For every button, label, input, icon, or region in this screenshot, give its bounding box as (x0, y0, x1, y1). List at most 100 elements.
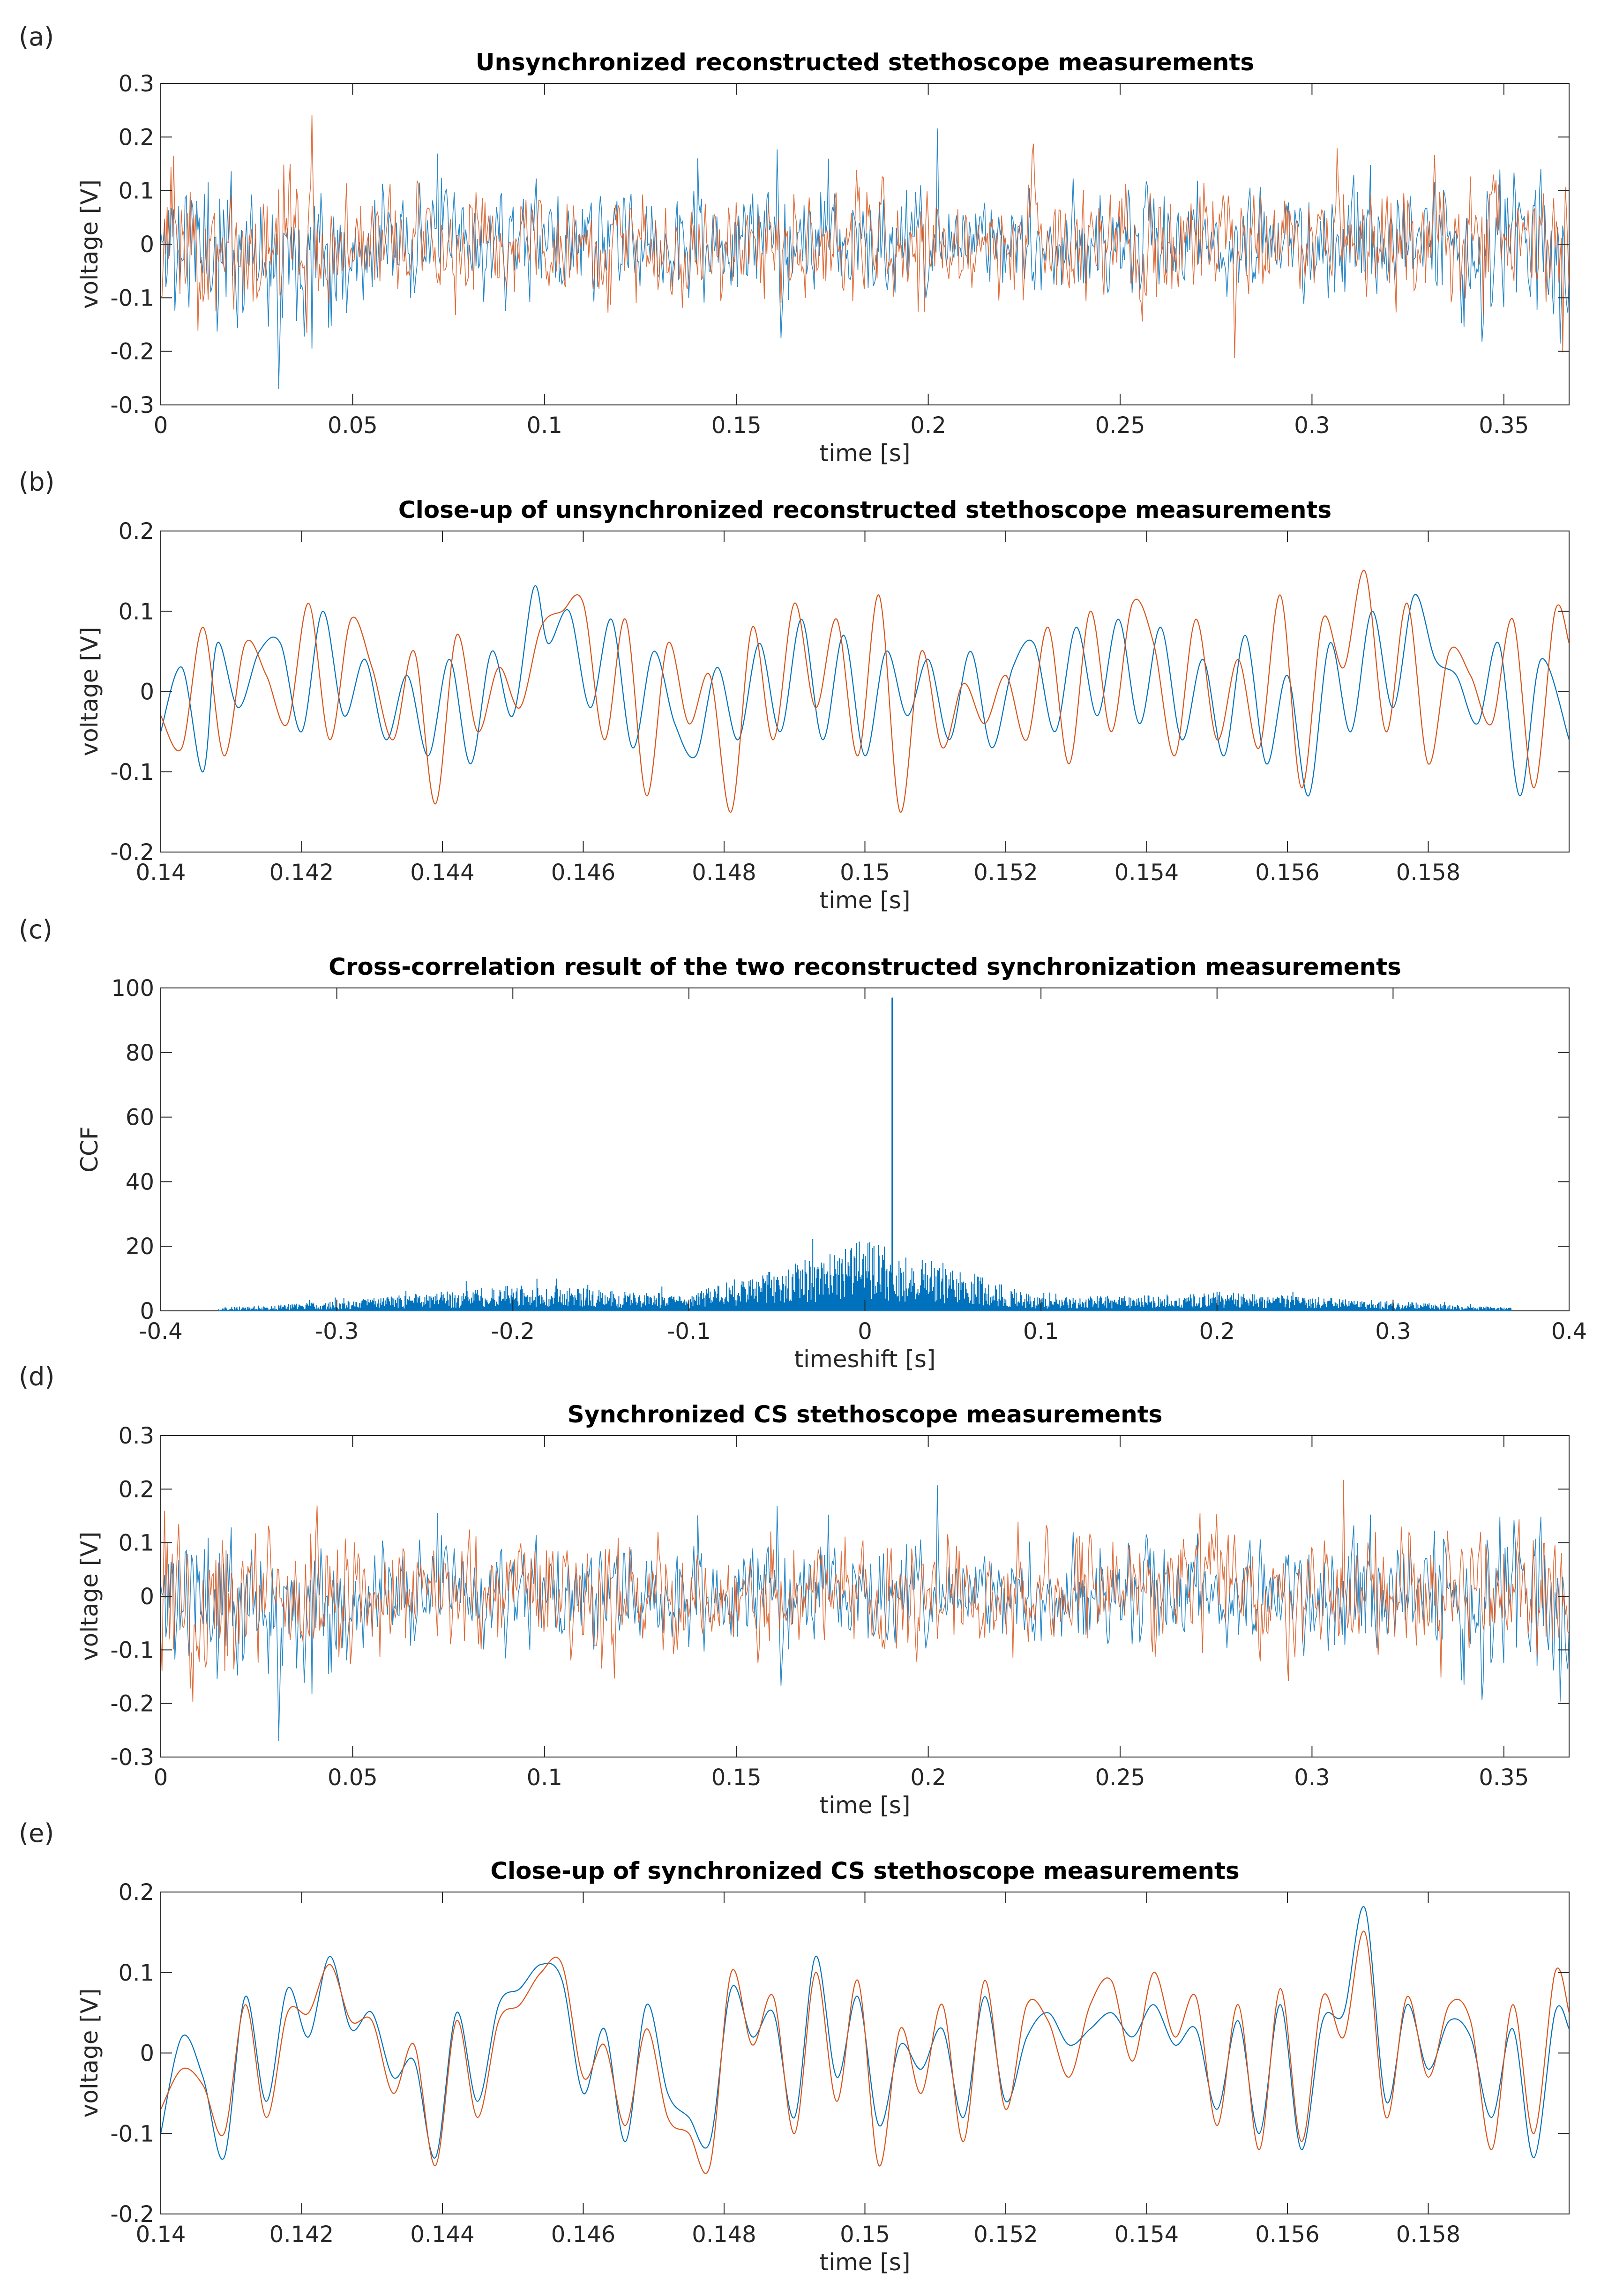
y-tick-label: 80 (126, 1040, 154, 1066)
x-tick-label: 0.14 (136, 2221, 186, 2248)
x-tick-label: 0.25 (1095, 1765, 1145, 1791)
series-group (161, 1906, 1569, 2174)
y-tick-label: -0.1 (110, 285, 154, 311)
x-axis-label: timeshift [s] (794, 1346, 936, 1373)
y-tick-label: 0 (140, 679, 154, 705)
chart-panel-a: (a) Unsynchronized reconstructed stethosc… (19, 22, 1570, 467)
y-tick-label: -0.1 (110, 1637, 154, 1663)
x-tick-label: 0.154 (1114, 860, 1179, 886)
x-tick-label: 0.146 (551, 2221, 615, 2248)
y-tick-label: 0.1 (119, 1960, 154, 1986)
y-tick-label: 0.2 (119, 1476, 154, 1503)
series-stethoscope-2 (161, 115, 1569, 358)
series-group (161, 1480, 1569, 1741)
x-tick-label: 0.158 (1396, 2221, 1460, 2248)
x-tick-label: 0.05 (328, 412, 378, 439)
chart-title: Close-up of unsynchronized reconstructed… (398, 496, 1331, 524)
panel-label: (c) (19, 915, 52, 944)
y-tick-label: 0 (140, 1298, 154, 1324)
y-tick-label: 0.3 (119, 1423, 154, 1449)
plot-area (160, 531, 1570, 853)
plot-area (160, 1892, 1570, 2214)
x-tick-label: 0.148 (692, 860, 756, 886)
chart-panel-b: (b) Close-up of unsynchronized reconstruc… (19, 467, 1570, 914)
series-group (218, 997, 1511, 1311)
series-stethoscope-2 (161, 1480, 1569, 1702)
x-tick-label: 0.144 (410, 860, 474, 886)
chart-panel-d: (d) Synchronized CS stethoscope measureme… (19, 1362, 1570, 1819)
x-tick-label: 0.35 (1479, 1765, 1529, 1791)
y-axis-label: voltage [V] (76, 627, 103, 756)
x-axis-label: time [s] (820, 1792, 911, 1819)
y-tick-label: -0.3 (110, 1744, 154, 1771)
y-tick-label: 0.2 (119, 124, 154, 150)
x-tick-label: 0.152 (973, 2221, 1038, 2248)
series-stethoscope-1 (161, 1906, 1569, 2160)
series-stethoscope-1 (161, 128, 1569, 389)
y-axis-label: CCF (76, 1126, 103, 1173)
chart-panel-e: (e) Close-up of synchronized CS stethosco… (19, 1818, 1570, 2276)
panel-label: (b) (19, 467, 54, 497)
series-group (161, 115, 1569, 389)
x-tick-label: 0.142 (269, 2221, 334, 2248)
chart-title: Cross-correlation result of the two reco… (329, 953, 1401, 980)
y-axis-label: voltage [V] (76, 1989, 103, 2118)
y-tick-label: 0.2 (119, 518, 154, 545)
x-tick-label: 0.3 (1294, 412, 1330, 439)
y-tick-label: 0 (140, 2041, 154, 2067)
x-tick-label: 0.1 (1023, 1318, 1059, 1345)
x-tick-label: 0.15 (840, 860, 890, 886)
x-tick-label: 0.146 (551, 860, 615, 886)
x-tick-label: 0 (858, 1318, 872, 1345)
x-tick-label: 0.4 (1551, 1318, 1587, 1345)
x-tick-label: -0.4 (139, 1318, 183, 1345)
chart-title: Close-up of synchronized CS stethoscope … (490, 1857, 1239, 1885)
chart-panel-c: (c) Cross-correlation result of the two r… (19, 915, 1587, 1373)
y-tick-label: 60 (126, 1105, 154, 1131)
y-tick-label: 20 (126, 1234, 154, 1260)
y-tick-label: -0.1 (110, 2121, 154, 2147)
x-tick-label: 0.14 (136, 860, 186, 886)
x-tick-label: 0.1 (527, 1765, 562, 1791)
x-tick-label: 0 (154, 1765, 168, 1791)
series-stethoscope-2 (161, 569, 1569, 813)
y-tick-label: 0 (140, 1584, 154, 1610)
panel-label: (e) (19, 1818, 54, 1848)
x-tick-label: -0.3 (315, 1318, 359, 1345)
x-axis-label: time [s] (820, 887, 911, 914)
y-tick-label: 40 (126, 1169, 154, 1195)
y-axis-label: voltage [V] (76, 179, 103, 309)
x-tick-label: 0.2 (910, 1765, 946, 1791)
y-tick-label: 0.1 (119, 598, 154, 625)
x-tick-label: 0.35 (1479, 412, 1529, 439)
y-tick-label: -0.2 (110, 1691, 154, 1717)
x-axis-label: time [s] (820, 2249, 911, 2276)
x-tick-label: 0.15 (711, 412, 762, 439)
x-tick-label: 0.144 (410, 2221, 474, 2248)
x-tick-label: 0.156 (1255, 2221, 1319, 2248)
x-tick-label: 0.156 (1255, 860, 1319, 886)
series-group (161, 569, 1569, 813)
x-tick-label: 0.148 (692, 2221, 756, 2248)
x-tick-label: 0.25 (1095, 412, 1145, 439)
y-tick-label: 0.2 (119, 1879, 154, 1906)
x-axis-label: time [s] (820, 440, 911, 467)
x-tick-label: 0.158 (1396, 860, 1460, 886)
series-stethoscope-1 (161, 1484, 1569, 1741)
y-axis-label: voltage [V] (76, 1532, 103, 1661)
x-tick-label: -0.2 (491, 1318, 535, 1345)
panel-label: (d) (19, 1362, 54, 1391)
x-tick-label: 0 (154, 412, 168, 439)
x-tick-label: 0.15 (711, 1765, 762, 1791)
x-tick-label: 0.154 (1114, 2221, 1179, 2248)
y-tick-label: -0.2 (110, 839, 154, 866)
x-tick-label: 0.05 (328, 1765, 378, 1791)
x-tick-label: 0.3 (1375, 1318, 1411, 1345)
x-tick-label: 0.142 (269, 860, 334, 886)
series-stethoscope-1 (161, 585, 1569, 797)
plot-area (160, 1435, 1570, 1758)
panel-label: (a) (19, 22, 54, 52)
series-ccf (218, 1239, 1511, 1311)
y-tick-label: 0.1 (119, 1530, 154, 1556)
